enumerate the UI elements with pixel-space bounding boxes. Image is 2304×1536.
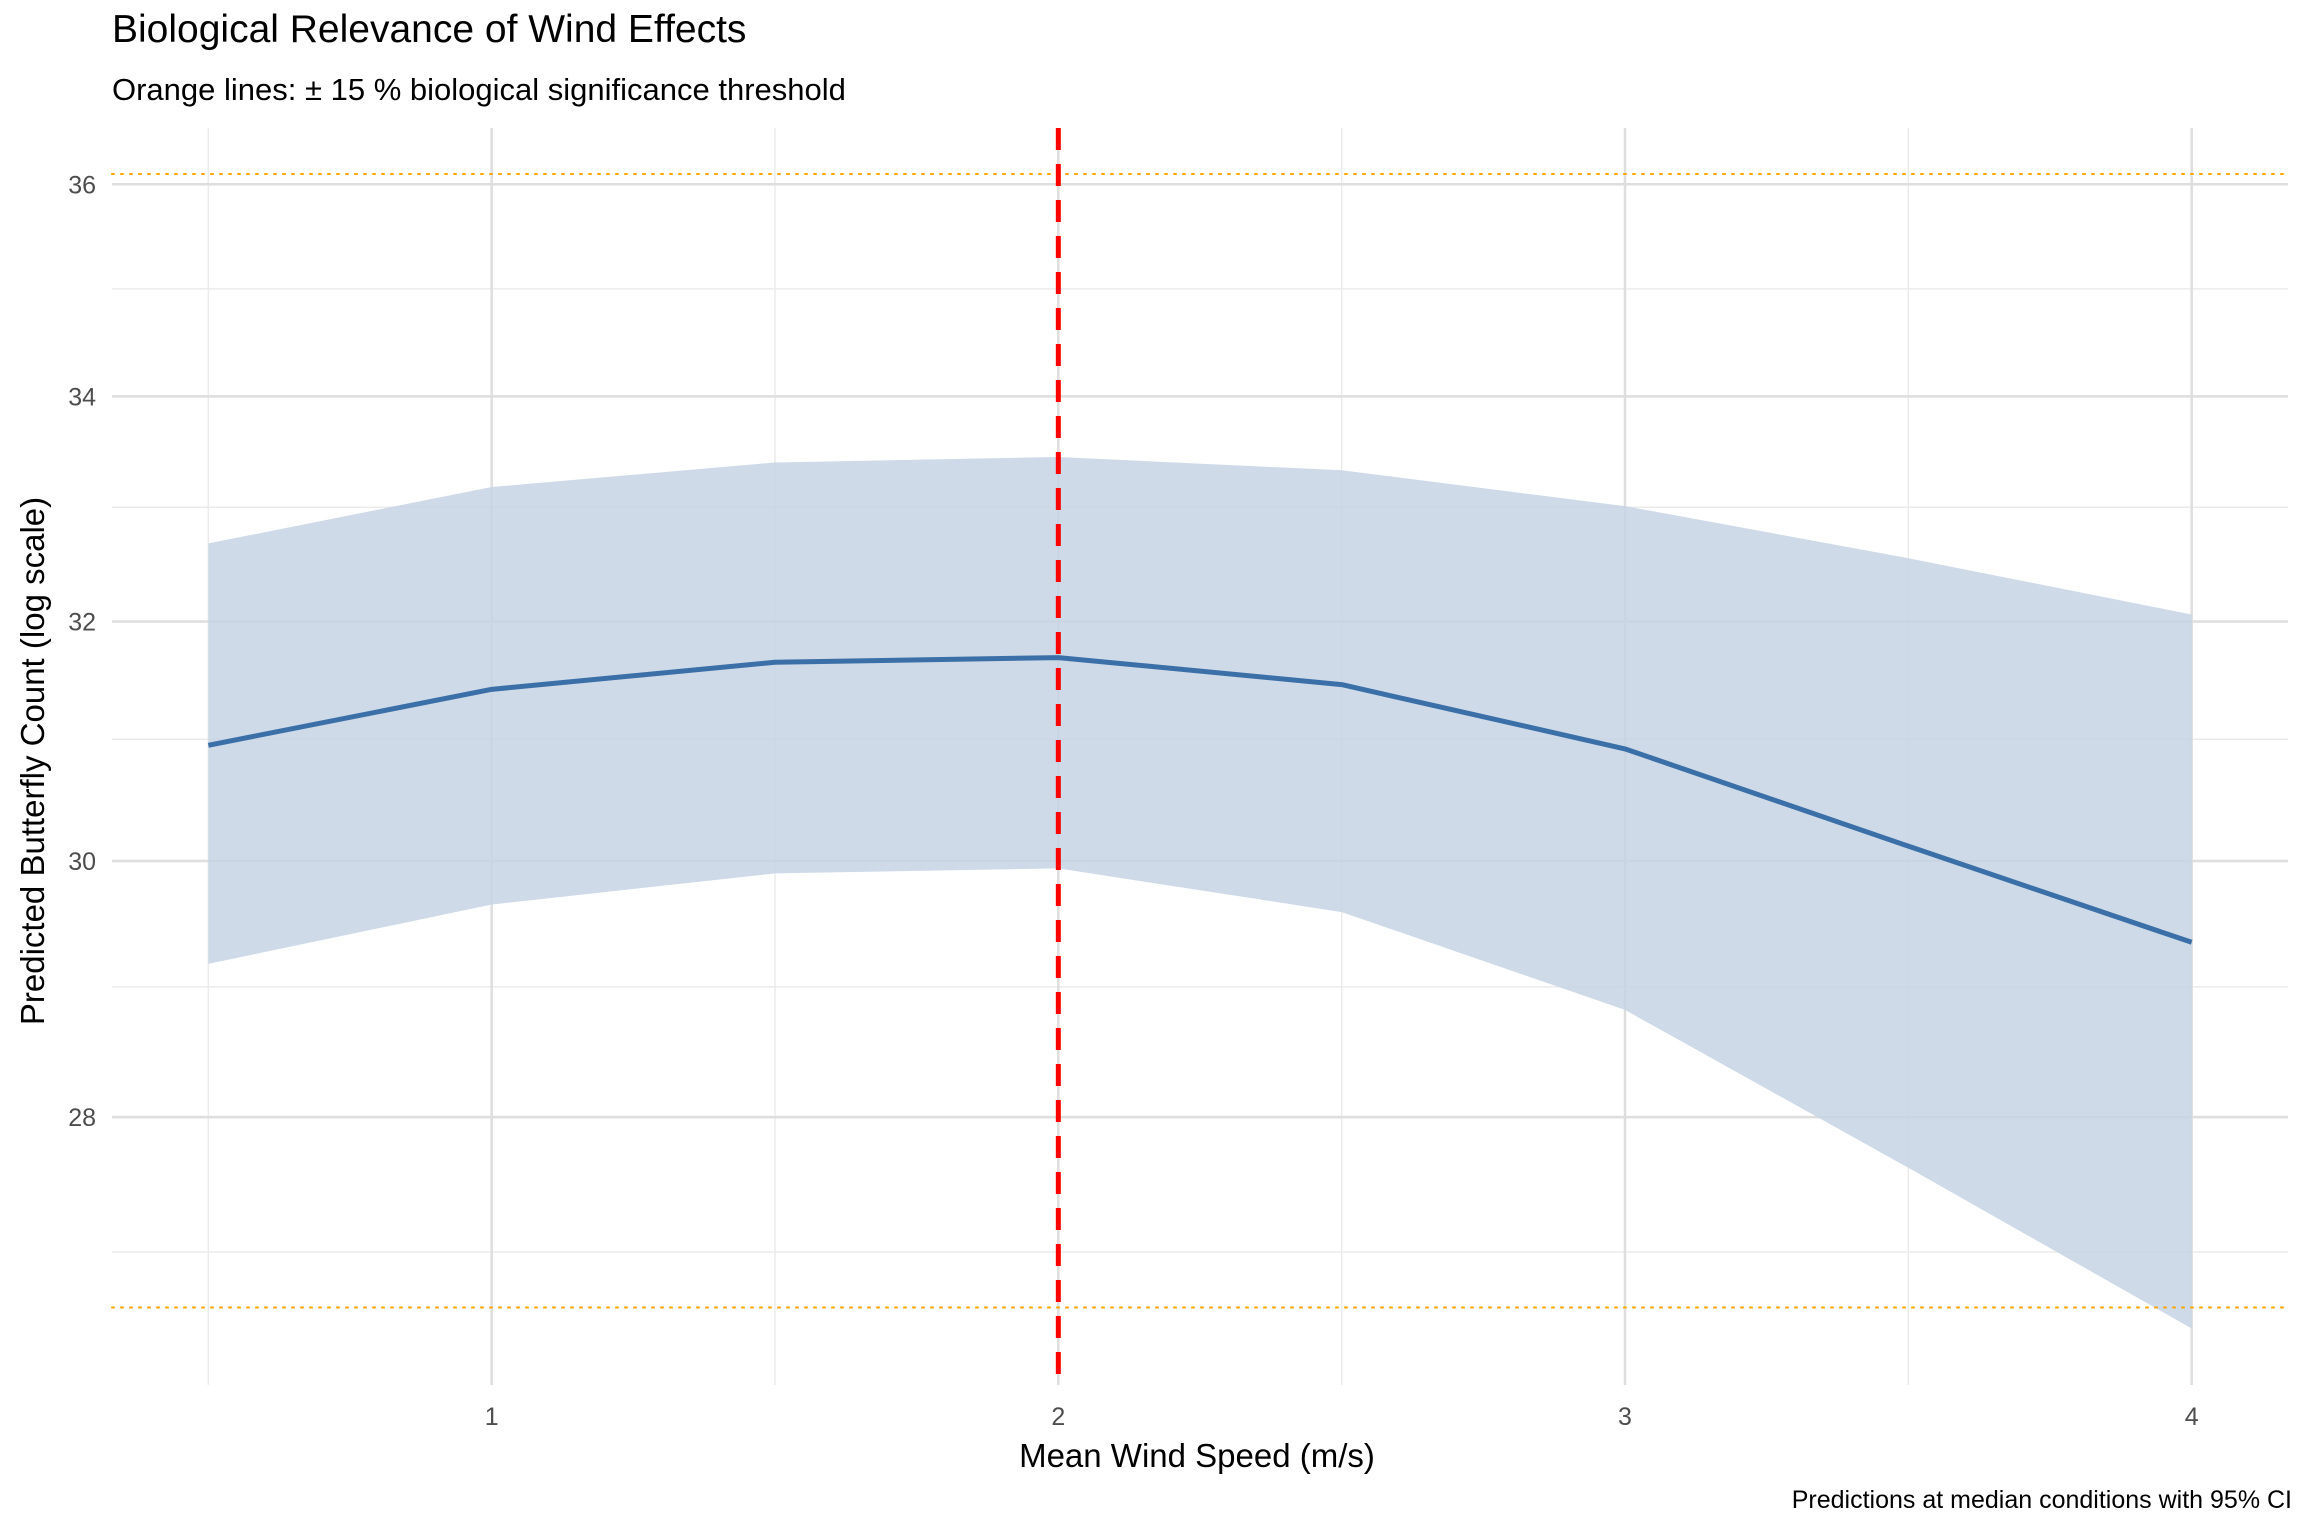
x-tick-label: 2	[1051, 1403, 1065, 1431]
threshold-lines-layer	[111, 172, 2289, 1309]
y-axis-title: Predicted Butterfly Count (log scale)	[14, 497, 51, 1025]
y-tick-label: 32	[68, 608, 96, 636]
x-tick-label: 4	[2185, 1403, 2199, 1431]
confidence-band	[208, 456, 2192, 1329]
x-tick-label: 1	[485, 1403, 499, 1431]
chart-caption: Predictions at median conditions with 95…	[1791, 1486, 2292, 1514]
x-tick-label: 3	[1618, 1403, 1632, 1431]
x-axis-title: Mean Wind Speed (m/s)	[1019, 1437, 1375, 1474]
y-tick-label: 30	[68, 848, 96, 876]
chart-title: Biological Relevance of Wind Effects	[112, 8, 747, 51]
series-line-layer	[207, 655, 2193, 945]
y-tick-label: 28	[68, 1104, 96, 1132]
x-axis-ticks: 1 2 3 4	[485, 1403, 2199, 1431]
chart-subtitle: Orange lines: ± 15 % biological signific…	[112, 72, 846, 107]
y-tick-label: 36	[68, 171, 96, 199]
y-axis-ticks: 28 30 32 34 36	[68, 171, 96, 1132]
prediction-line	[207, 655, 2193, 945]
confidence-band-layer	[208, 456, 2192, 1329]
y-tick-label: 34	[68, 383, 96, 411]
